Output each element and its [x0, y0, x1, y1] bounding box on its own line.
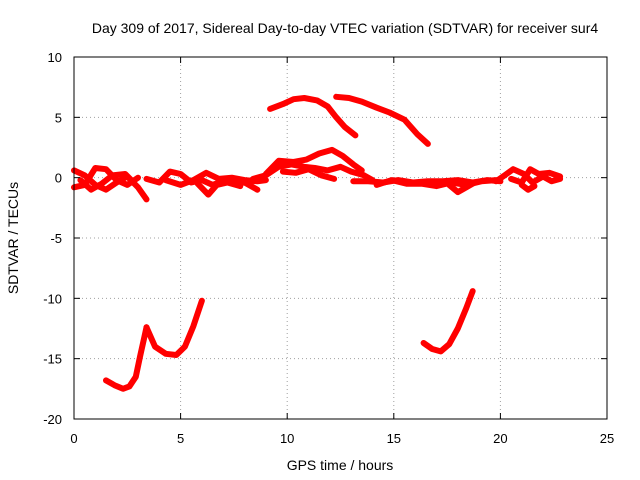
data-series [71, 93, 564, 392]
series-band-6 [194, 179, 244, 198]
grid-lines [74, 57, 607, 419]
x-tick-label-15: 15 [387, 431, 401, 446]
series-arc-lower-3 [420, 288, 476, 355]
x-tick-label-20: 20 [493, 431, 507, 446]
plot-border [73, 56, 608, 420]
series-band-9 [279, 166, 338, 182]
plot-frame [73, 56, 608, 420]
x-tick-label-25: 25 [600, 431, 614, 446]
y-tick-label-0: 0 [55, 171, 62, 186]
series-band-12 [446, 180, 476, 196]
y-axis-label: SDTVAR / TECUs [5, 182, 21, 294]
series-band-11 [373, 177, 500, 190]
y-tick-label--10: -10 [43, 291, 62, 306]
series-arc-lower-2 [143, 297, 205, 358]
x-tick-label-10: 10 [280, 431, 294, 446]
series-band-8 [262, 146, 365, 177]
series-band-7 [250, 161, 376, 184]
series-band-13 [493, 166, 564, 186]
y-tick-label--20: -20 [43, 412, 62, 427]
x-tick-label-5: 5 [177, 431, 184, 446]
series-band-14 [508, 166, 564, 186]
x-axis-label: GPS time / hours [287, 457, 394, 473]
y-tick-label-5: 5 [55, 110, 62, 125]
y-tick-label--15: -15 [43, 352, 62, 367]
series-band-15 [518, 181, 538, 193]
chart-title: Day 309 of 2017, Sidereal Day-to-day VTE… [92, 20, 598, 36]
series-arc-upper-2 [333, 93, 431, 147]
y-tick-label--5: -5 [50, 231, 62, 246]
series-arc-upper-1 [267, 95, 359, 139]
y-tick-label-10: 10 [48, 50, 62, 65]
series-band-3 [77, 171, 137, 193]
series-arc-lower-1 [103, 324, 150, 392]
axis-ticks: 0 5 10 15 20 25 -20 -15 -10 -5 0 5 10 [43, 50, 614, 446]
x-tick-label-0: 0 [70, 431, 77, 446]
